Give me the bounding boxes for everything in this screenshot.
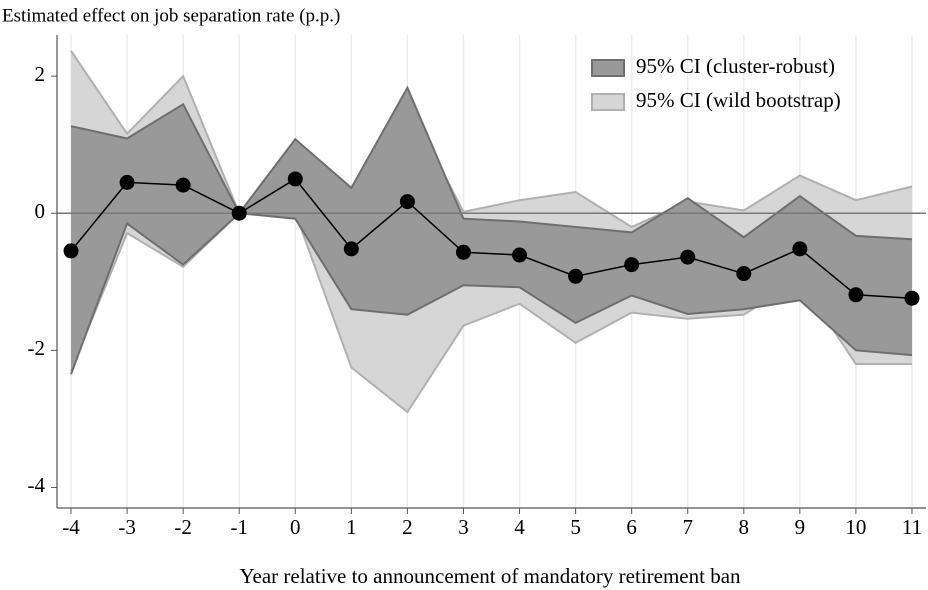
x-tick-label: -4 <box>62 515 80 539</box>
x-tick-label: 10 <box>845 515 866 539</box>
y-tick-label: 2 <box>35 62 46 86</box>
legend-swatch <box>591 93 625 111</box>
estimate-point <box>119 174 135 190</box>
legend-swatch <box>591 59 625 77</box>
estimate-point <box>624 257 640 273</box>
x-tick-label: 9 <box>795 515 806 539</box>
x-tick-label: 3 <box>458 515 469 539</box>
x-tick-label: 7 <box>682 515 693 539</box>
estimate-point <box>343 241 359 257</box>
ci-upper-edge <box>70 85 913 241</box>
x-tick-label: 11 <box>902 515 922 539</box>
ci-lower-edge <box>70 212 913 375</box>
estimate-point <box>736 266 752 282</box>
estimate-point <box>848 287 864 303</box>
x-tick-label: -3 <box>118 515 136 539</box>
y-tick-label: -4 <box>28 473 46 497</box>
estimate-point <box>792 241 808 257</box>
x-tick-label: 8 <box>739 515 750 539</box>
estimate-point <box>287 171 303 187</box>
estimate-point <box>512 247 528 263</box>
estimate-point <box>175 177 191 193</box>
ci-band <box>71 87 912 375</box>
estimate-point <box>680 249 696 265</box>
y-tick-label: -2 <box>28 336 46 360</box>
estimate-point <box>455 244 471 260</box>
x-tick-label: 6 <box>626 515 637 539</box>
x-tick-label: 2 <box>402 515 413 539</box>
estimate-line <box>70 177 913 299</box>
legend-label: 95% CI (wild bootstrap) <box>636 88 841 112</box>
x-axis-label: Year relative to announcement of mandato… <box>239 564 741 588</box>
x-tick-label: -2 <box>174 515 192 539</box>
estimate-point <box>231 205 247 221</box>
chart-title: Estimated effect on job separation rate … <box>2 5 340 26</box>
x-tick-label: 0 <box>290 515 301 539</box>
estimate-point <box>568 268 584 284</box>
x-tick-label: -1 <box>230 515 248 539</box>
x-tick-label: 1 <box>346 515 357 539</box>
estimate-point <box>63 243 79 259</box>
x-tick-label: 4 <box>514 515 525 539</box>
y-tick-label: 0 <box>35 199 46 223</box>
legend-label: 95% CI (cluster-robust) <box>636 54 835 78</box>
ci-upper-edge <box>70 50 913 229</box>
x-tick-label: 5 <box>570 515 581 539</box>
estimate-point <box>399 194 415 210</box>
estimate-point <box>904 290 920 306</box>
